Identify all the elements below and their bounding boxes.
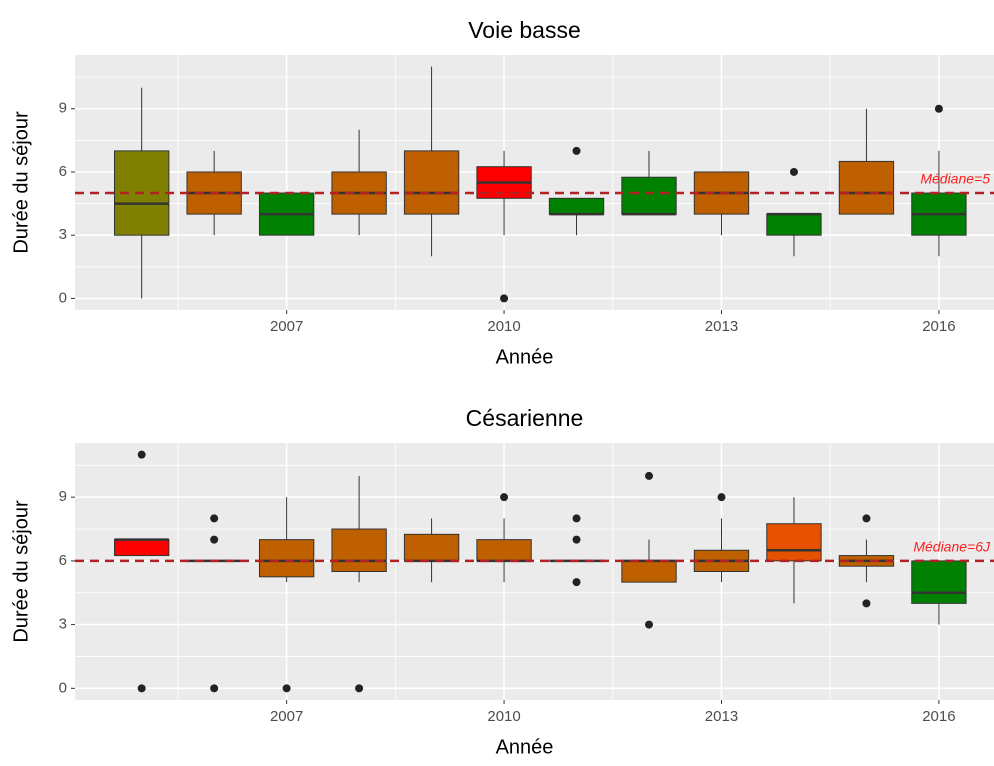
box [403, 533, 460, 562]
box [766, 523, 822, 562]
box [766, 213, 822, 236]
median-label: Médiane=5 [920, 171, 990, 187]
outlier [645, 620, 654, 629]
box [258, 539, 315, 578]
x-tick-label: 2013 [705, 708, 738, 725]
box [621, 176, 677, 215]
outlier [934, 104, 943, 113]
chart-title: Voie basse [468, 17, 581, 43]
outlier [210, 514, 219, 523]
x-tick-label: 2013 [705, 318, 738, 335]
outlier [500, 493, 509, 502]
outlier [862, 514, 871, 523]
outlier [210, 535, 219, 544]
outlier [862, 599, 871, 608]
outlier [572, 146, 581, 155]
outlier [572, 535, 581, 544]
outlier [210, 684, 219, 693]
outlier [645, 471, 654, 480]
box [838, 160, 895, 215]
outlier [355, 684, 364, 693]
y-tick-label: 0 [59, 289, 67, 306]
x-tick-label: 2007 [270, 708, 303, 725]
outlier [282, 684, 291, 693]
x-tick-label: 2016 [922, 318, 955, 335]
outlier [137, 450, 146, 459]
y-tick-label: 6 [59, 552, 67, 569]
x-tick-label: 2010 [487, 708, 520, 725]
median-label: Médiane=6J [913, 539, 991, 555]
y-tick-label: 9 [59, 100, 67, 117]
y-tick-label: 6 [59, 163, 67, 180]
box [476, 539, 532, 562]
x-tick-label: 2016 [922, 708, 955, 725]
outlier [572, 578, 581, 587]
box [621, 560, 677, 583]
y-tick-label: 3 [59, 226, 67, 243]
box [403, 150, 460, 215]
x-tick-label: 2007 [270, 318, 303, 335]
box [331, 528, 387, 573]
outlier [500, 294, 509, 303]
box [911, 560, 967, 604]
outlier [717, 493, 726, 502]
x-axis-title: Année [496, 736, 554, 758]
plot-background [75, 443, 994, 700]
y-tick-label: 0 [59, 679, 67, 696]
outlier [789, 167, 798, 176]
x-tick-label: 2010 [487, 318, 520, 335]
y-axis-title: Durée du séjour [10, 500, 32, 643]
box [113, 539, 170, 557]
y-tick-label: 9 [59, 488, 67, 505]
outlier [137, 684, 146, 693]
y-axis-title: Durée du séjour [10, 111, 32, 254]
y-tick-label: 3 [59, 616, 67, 633]
outlier [572, 514, 581, 523]
chart-title: Césarienne [466, 405, 584, 431]
x-axis-title: Année [496, 346, 554, 368]
box [548, 197, 605, 215]
